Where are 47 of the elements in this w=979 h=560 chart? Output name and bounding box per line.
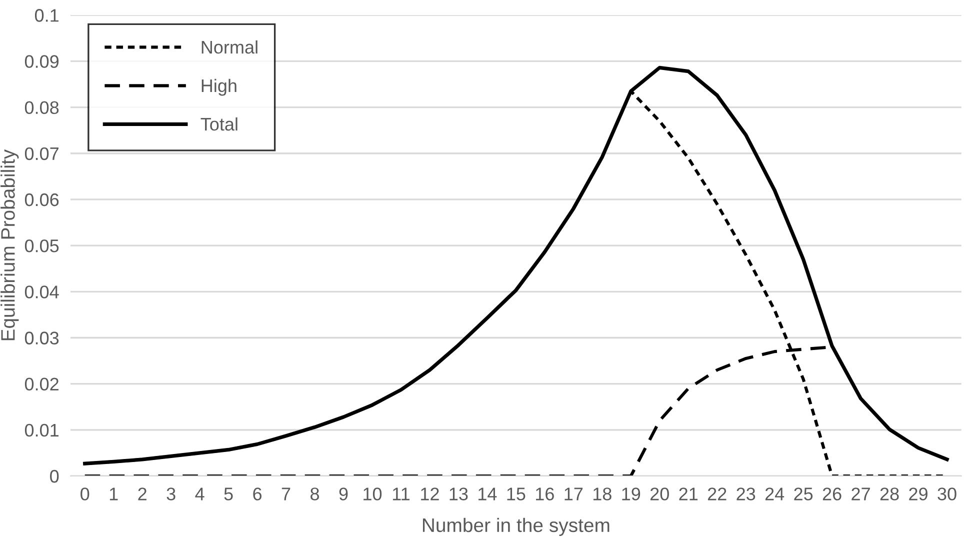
x-tick-label: 30: [938, 488, 956, 500]
y-tick-label: 0.03: [24, 332, 59, 344]
y-tick-label: 0.04: [24, 286, 59, 298]
y-tick-label: 0.1: [34, 9, 58, 22]
x-tick-label: 6: [253, 488, 262, 500]
x-tick-label: 13: [450, 488, 468, 500]
x-tick-label: 18: [593, 488, 612, 500]
legend-label: Normal: [202, 40, 258, 54]
y-tick-label: 0.01: [24, 424, 58, 437]
y-tick-label: 0.05: [24, 239, 59, 252]
x-tick-label: 3: [166, 488, 176, 500]
x-tick-label: 2: [138, 488, 146, 500]
x-tick-label: 0: [80, 488, 90, 500]
x-tick-label: 21: [679, 488, 698, 500]
x-tick-label: 1: [110, 488, 118, 500]
y-axis-title: Equilibrium Probability: [0, 149, 19, 340]
y-tick-label: 0.08: [24, 101, 59, 114]
x-tick-label: 22: [708, 488, 726, 500]
x-tick-label: 8: [310, 488, 319, 500]
x-tick-label: 11: [392, 488, 410, 500]
y-tick-label: 0.09: [24, 55, 59, 68]
legend-label: High: [202, 78, 236, 96]
y-tick-label: 0: [50, 470, 59, 483]
y-tick-label: 0.06: [24, 193, 59, 206]
x-tick-label: 26: [822, 488, 842, 500]
legend-label: Total: [200, 117, 238, 131]
x-tick-label: 16: [536, 488, 554, 500]
x-tick-label: 24: [765, 488, 784, 500]
x-axis-title: Number in the system: [422, 518, 610, 536]
x-tick-label: 20: [650, 488, 669, 500]
x-tick-label: 27: [852, 488, 870, 500]
x-tick-label: 23: [736, 488, 756, 500]
x-tick-label: 28: [880, 488, 899, 500]
x-tick-label: 5: [224, 488, 233, 500]
x-tick-label: 15: [507, 488, 526, 500]
x-tick-label: 25: [794, 488, 813, 500]
y-tick-label: 0.07: [24, 147, 58, 160]
x-tick-label: 7: [282, 488, 290, 500]
x-tick-label: 19: [622, 488, 640, 500]
x-tick-label: 12: [421, 488, 439, 500]
x-tick-label: 10: [364, 488, 382, 500]
x-tick-label: 29: [909, 488, 928, 500]
x-tick-label: 17: [564, 488, 583, 500]
y-tick-label: 0.02: [24, 378, 58, 391]
x-tick-label: 14: [478, 488, 497, 500]
x-tick-label: 9: [339, 488, 348, 500]
x-tick-label: 4: [195, 488, 204, 500]
